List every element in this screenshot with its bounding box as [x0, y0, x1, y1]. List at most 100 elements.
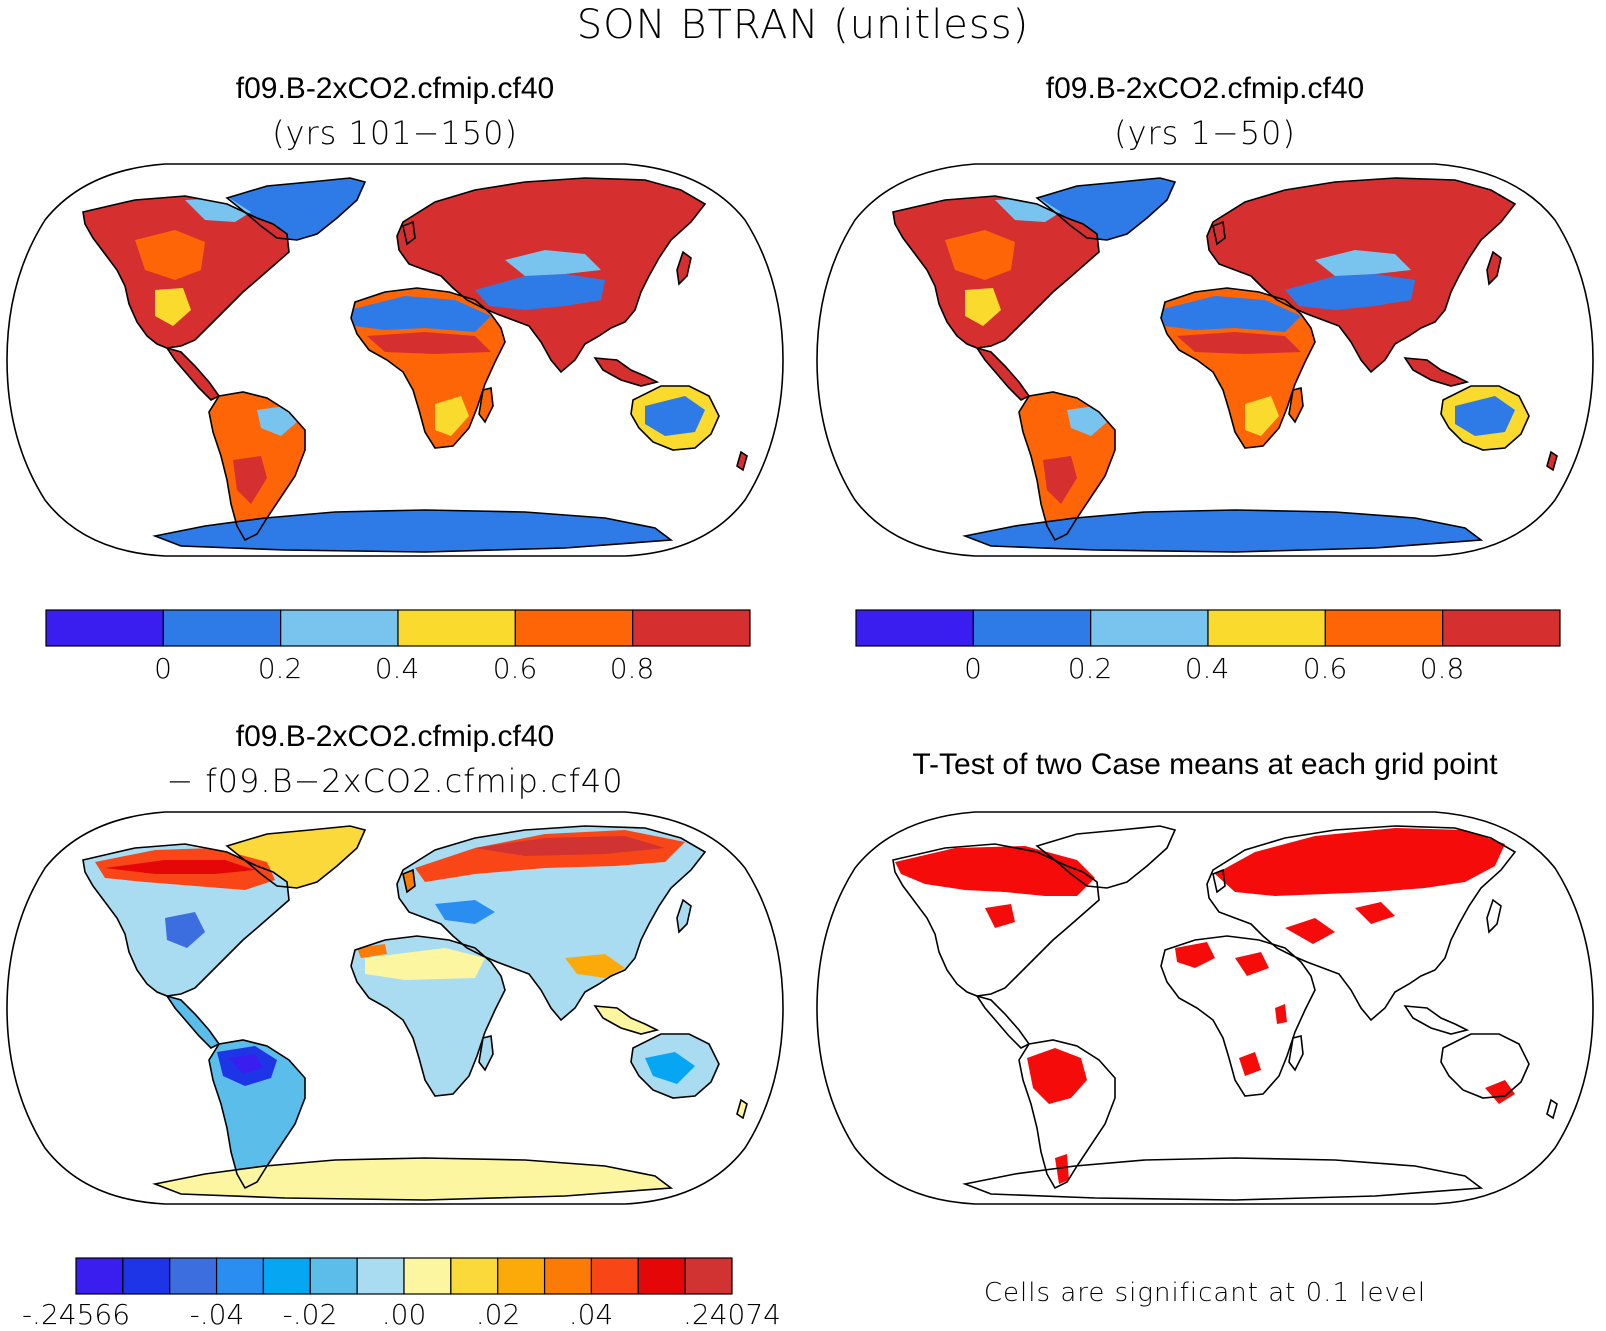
significant-region	[1275, 1004, 1287, 1024]
colorbar-box	[497, 1257, 546, 1295]
coastline-antarctica	[152, 1157, 674, 1201]
field-region	[435, 900, 495, 924]
coastline-uk	[1212, 220, 1226, 246]
map-frame	[6, 163, 784, 557]
coastline-africa	[1160, 287, 1316, 449]
field-region	[165, 912, 205, 948]
field-region	[349, 296, 491, 332]
coastline-australia	[630, 1033, 720, 1099]
panel-1-title: f09.B-2xCO2.cfmip.cf40	[235, 72, 555, 105]
panel-3-tick-label: -.02	[282, 1298, 338, 1331]
coastline-samerica	[1018, 1039, 1116, 1190]
coastline-namerica	[892, 195, 1100, 349]
field-region	[233, 456, 267, 504]
significant-region	[1215, 828, 1505, 896]
land-layer	[892, 177, 1558, 553]
colorbar-box	[1324, 609, 1444, 647]
significant-region	[1235, 952, 1269, 976]
field-region	[105, 860, 255, 874]
coastline-greenland	[1035, 177, 1177, 241]
panel-2-tick-label: 0.6	[1302, 652, 1348, 685]
coastline-indonesia	[593, 1005, 660, 1035]
significant-region	[1285, 918, 1335, 944]
panel-3-tick-label: .02	[475, 1298, 521, 1331]
coastline-greenland	[1035, 825, 1177, 889]
colorbar-box	[403, 1257, 452, 1295]
field-region	[1067, 406, 1107, 436]
coastline-indonesia	[593, 357, 660, 387]
coastline-eurasia	[1206, 825, 1517, 1022]
panel-3-tick-label: .00	[381, 1298, 427, 1331]
colorbar-box	[309, 1257, 358, 1295]
coastline-camerica	[975, 994, 1031, 1049]
field-region	[435, 396, 469, 436]
field-region	[1043, 456, 1077, 504]
land-nz	[1547, 452, 1557, 470]
land-nz	[737, 1100, 747, 1118]
panel-3-title: f09.B-2xCO2.cfmip.cf40	[235, 720, 555, 753]
coastline-africa	[350, 287, 506, 449]
land-camerica	[167, 996, 219, 1048]
coastline-samerica	[1018, 391, 1116, 542]
significant-region	[1055, 1154, 1069, 1184]
panel-1-tick-label: 0.2	[257, 652, 303, 685]
colorbar-box	[1442, 609, 1561, 647]
field-region	[1177, 332, 1301, 354]
coastline-greenland	[225, 177, 367, 241]
coastline-namerica	[82, 195, 290, 349]
coastline-uk	[402, 220, 416, 246]
field-region	[1245, 194, 1465, 232]
colorbar-box	[855, 609, 974, 647]
field-region	[1159, 296, 1301, 332]
land-eurasia	[397, 826, 705, 1020]
panel-2-tick-label: 0.2	[1067, 652, 1113, 685]
significant-region	[895, 846, 1095, 896]
field-region	[257, 406, 297, 436]
panel-3-map	[6, 811, 784, 1205]
field-region	[945, 230, 1015, 280]
colorbar-box	[262, 1257, 311, 1295]
colorbar-box	[280, 609, 399, 647]
coastline-madagascar	[478, 387, 494, 424]
map-frame	[6, 811, 784, 1205]
panel-3-tick-label: -.04	[189, 1298, 245, 1331]
coastline-eurasia	[396, 825, 707, 1022]
panel-2-tick-label: 0.4	[1184, 652, 1230, 685]
field-region	[1455, 396, 1515, 436]
coastline-samerica	[208, 391, 306, 542]
significant-region	[985, 904, 1015, 928]
colorbar-box	[45, 609, 164, 647]
coastline-namerica	[82, 843, 290, 997]
field-region	[229, 1054, 263, 1074]
colorbar-box	[169, 1257, 218, 1295]
coastline-nz	[1546, 1098, 1558, 1120]
field-region	[1315, 250, 1411, 276]
colorbar-box	[215, 1257, 265, 1295]
ttest-significance-note: Cells are significant at 0.1 level	[983, 1278, 1427, 1308]
colorbar-box	[632, 609, 751, 647]
land-antarctica	[155, 1158, 671, 1200]
panel-1-colorbar	[45, 609, 751, 647]
field-detail	[135, 194, 705, 504]
field-region	[367, 332, 491, 354]
colorbar-box	[514, 609, 634, 647]
panel-2-tick-label: 0	[964, 652, 982, 685]
coastline-australia	[630, 385, 720, 451]
land-layer	[82, 177, 748, 553]
land-camerica	[167, 348, 219, 400]
map-frame	[816, 163, 1594, 557]
figure-title: SON BTRAN (unitless)	[576, 2, 1030, 48]
panel-1-tick-label: 0	[154, 652, 172, 685]
coastline-indonesia	[1403, 357, 1470, 387]
coastline-antarctica	[962, 1157, 1484, 1201]
colorbar-box	[1207, 609, 1326, 647]
colorbar-box	[972, 609, 1092, 647]
colorbar-box	[590, 1257, 639, 1295]
land-layer	[892, 825, 1558, 1201]
panel-1-subtitle: (yrs 101−150)	[272, 114, 518, 152]
field-region	[1285, 274, 1415, 310]
panel-3-tick-label: .24074	[683, 1298, 781, 1331]
colorbar-box	[450, 1257, 499, 1295]
field-region	[565, 954, 625, 978]
panel-4-map	[816, 811, 1594, 1205]
